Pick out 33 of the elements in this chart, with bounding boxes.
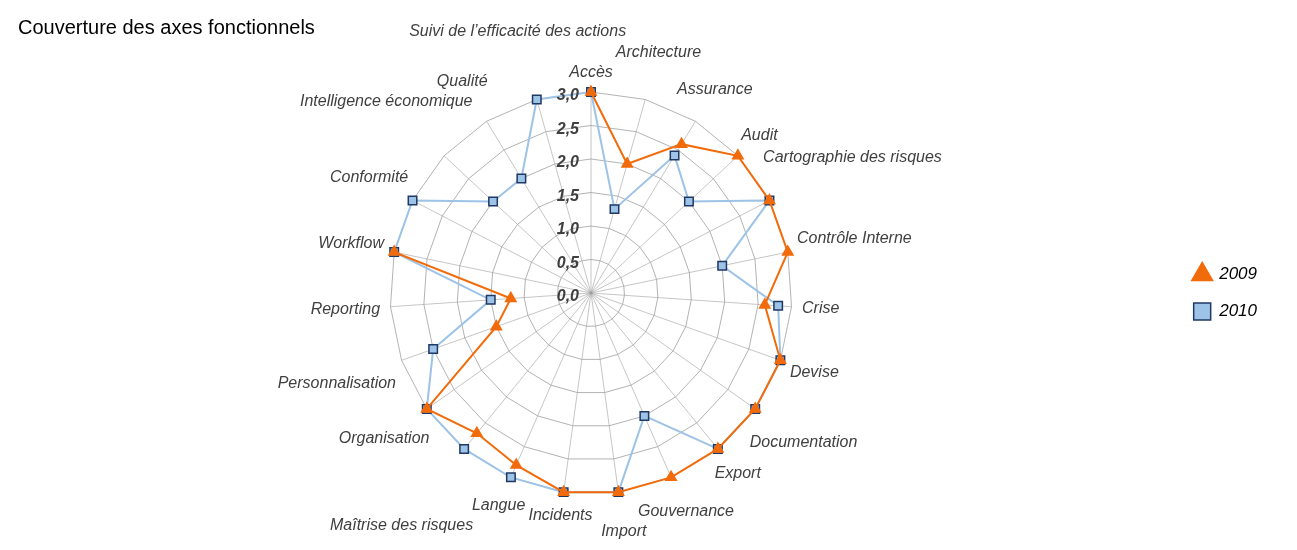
legend-label: 2009 (1218, 264, 1258, 284)
legend-label: 2010 (1218, 301, 1258, 321)
y-tick-label: 2,0 (555, 153, 580, 171)
spoke-label: Documentation (749, 433, 858, 451)
spoke-label: Export (714, 463, 762, 481)
spoke-label: Gouvernance (637, 502, 735, 520)
spoke-label: Audit (740, 126, 779, 144)
spoke-label: Intelligence économique (299, 92, 473, 110)
spoke-label: Qualité (436, 71, 488, 89)
spoke-label: Cartographie des risques (763, 147, 942, 165)
spoke-label: Assurance (676, 79, 753, 97)
y-tick-label: 1,5 (556, 186, 581, 204)
spoke-label: Incidents (528, 505, 593, 523)
spoke-label: Personnalisation (277, 373, 397, 391)
spoke-label: Import (601, 522, 648, 540)
spoke-label: Accès (568, 63, 613, 81)
spoke-label: Crise (802, 299, 840, 317)
spoke-label: Langue (471, 496, 526, 514)
spoke-label: Devise (789, 362, 839, 380)
chart-title: Couverture des axes fonctionnels (18, 16, 315, 39)
spoke-label: Contrôle Interne (797, 228, 912, 246)
y-tick-label: 0,5 (556, 253, 581, 271)
spoke-label: Reporting (310, 300, 381, 318)
spoke-label: Workflow (318, 233, 386, 251)
y-tick-label: 0,0 (556, 287, 580, 305)
spoke-label: Suivi de l’efficacité des actions (409, 21, 627, 39)
y-tick-label: 2,5 (555, 119, 581, 137)
y-tick-label: 1,0 (556, 220, 580, 238)
spoke-label: Organisation (338, 429, 430, 447)
spoke-label: Conformité (330, 168, 409, 186)
y-tick-label: 3,0 (556, 86, 580, 104)
spoke-label: Maîtrise des risques (329, 516, 474, 534)
spoke-label: Architecture (614, 42, 702, 60)
